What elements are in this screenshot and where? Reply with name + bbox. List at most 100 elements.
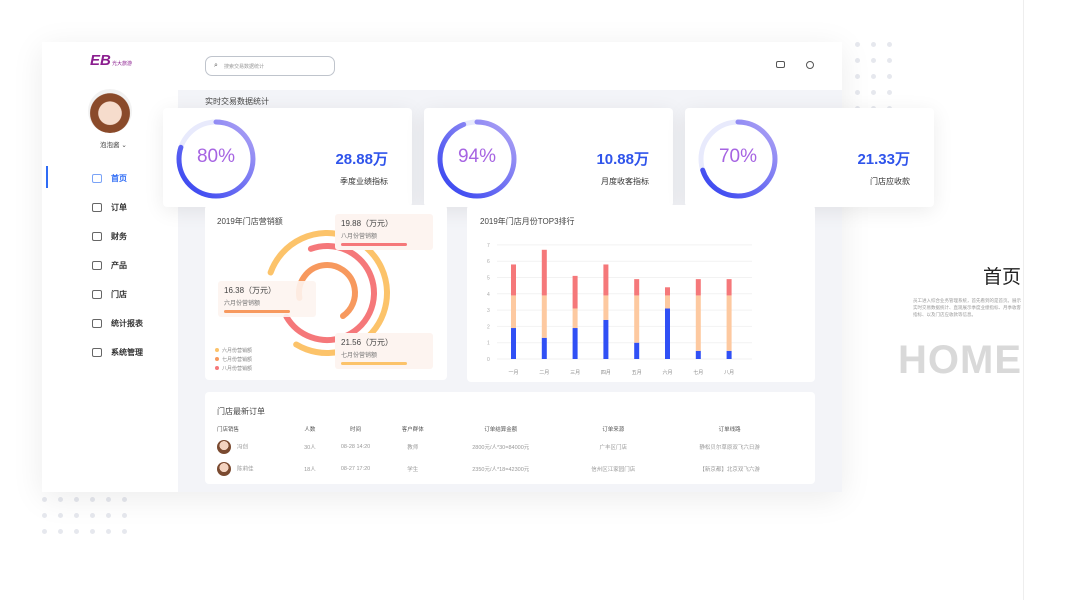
legend-label: 八月份营销额 — [222, 366, 253, 372]
stat-label: 月度收客指标 — [601, 177, 649, 186]
section-title: 实时交易数据统计 — [205, 97, 269, 106]
bar-peach — [511, 295, 516, 329]
stat-value: 10.88万 — [596, 151, 649, 168]
y-tick: 4 — [487, 292, 490, 298]
bar-peach — [541, 295, 547, 338]
active-indicator — [46, 166, 48, 188]
column-header: 订单来源 — [602, 427, 625, 433]
bar-blue — [695, 350, 701, 359]
bar-blue — [634, 342, 640, 359]
sidebar-item-label: 财务 — [111, 232, 127, 241]
table-cell: 18人 — [304, 467, 316, 473]
unit: （万元） — [361, 338, 394, 347]
sidebar-item-0[interactable]: 首页 — [92, 173, 127, 184]
bar-red — [665, 287, 670, 296]
avatar — [217, 440, 231, 454]
avatar[interactable] — [88, 89, 132, 133]
column-header: 门店销售 — [217, 427, 240, 433]
progress-arc — [698, 119, 778, 199]
table-row[interactable]: 陈莉佳 18人 08-27 17:20 学生 2350元/人*18=42300元 信州区江… — [217, 458, 797, 480]
finance-icon — [92, 232, 102, 241]
stat-percent: 80% — [196, 146, 236, 167]
legend-label: 六月份营销额 — [222, 348, 253, 354]
stat-card: 94% 10.88万月度收客指标 — [424, 108, 673, 207]
value: 19.88 — [341, 219, 362, 228]
logo: EB — [90, 52, 111, 69]
y-tick: 7 — [487, 243, 490, 249]
bar-blue — [665, 308, 670, 359]
y-tick: 2 — [487, 324, 490, 330]
user-menu[interactable]: 泡泡酱 ⌄ — [100, 139, 127, 149]
table-cell: 广丰区门店 — [599, 445, 627, 451]
y-tick: 1 — [487, 341, 490, 347]
product-icon — [92, 261, 102, 270]
x-tick: 七月 — [693, 369, 703, 376]
column-header: 客户群体 — [401, 427, 424, 433]
label: 六月份营销额 — [224, 301, 261, 307]
avatar — [217, 462, 231, 476]
sidebar-item-4[interactable]: 门店 — [92, 289, 127, 300]
x-tick: 六月 — [662, 369, 672, 376]
promo-title: 首页 — [983, 267, 1022, 288]
y-tick: 0 — [487, 357, 490, 363]
promo-desc: 员工进入综合业务管理系统，首先看到的是首页。展示实时交易数据统计、直观展示季度业… — [913, 298, 1021, 317]
sidebar-item-1[interactable]: 订单 — [92, 202, 127, 213]
column-header: 时间 — [350, 427, 362, 433]
sidebar-item-2[interactable]: 财务 — [92, 231, 127, 242]
sidebar-item-label: 门店 — [111, 290, 127, 299]
unit: （万元） — [361, 219, 394, 228]
search-icon: ⌕ — [214, 62, 218, 69]
monitor-icon — [92, 348, 102, 357]
chart-title: 2019年门店营销额 — [217, 217, 283, 226]
table-cell: 【新京都】北京双飞六游 — [699, 467, 760, 473]
bar-blue — [541, 337, 547, 359]
search-input[interactable]: ⌕ 搜索交易数据统计 — [205, 56, 335, 76]
table-row[interactable]: 冯创 30人 08-28 14:20 教师 2800元/人*30=84000元 广丰区门店… — [217, 436, 797, 458]
stat-card: 80% 28.88万 季度业绩指标 — [163, 108, 412, 207]
bar-peach — [634, 295, 640, 343]
sidebar-item-5[interactable]: 统计报表 — [92, 318, 143, 329]
table-cell: 30人 — [304, 445, 316, 451]
user-name: 泡泡酱 — [100, 142, 120, 149]
bar-peach — [726, 295, 732, 351]
sidebar-item-6[interactable]: 系统管理 — [92, 347, 143, 358]
bar-peach — [603, 295, 609, 320]
bar-peach — [572, 308, 578, 329]
order-icon — [92, 203, 102, 212]
x-tick: 四月 — [601, 370, 611, 376]
value: 16.38 — [224, 286, 245, 295]
progress-ring — [698, 119, 778, 199]
decor-dots — [42, 497, 127, 534]
legend-label: 七月份营销额 — [222, 357, 253, 363]
label: 八月份营销额 — [341, 234, 378, 240]
bar-peach — [695, 295, 701, 351]
watermark: HOME — [898, 338, 1022, 382]
x-tick: 八月 — [724, 370, 734, 376]
stat-value: 21.33万 — [857, 151, 910, 168]
bar-blue — [572, 328, 578, 359]
progress-ring — [437, 119, 517, 199]
table-cell: 2800元/人*30=84000元 — [472, 445, 530, 451]
bar-chart: 0 1 2 3 4 5 6 7 一月 二月 三月 四月 五月 六月 七月 八月 — [487, 243, 752, 376]
sidebar-item-label: 统计报表 — [111, 319, 143, 328]
legend-item: 八月份营销额 — [215, 365, 252, 372]
label: 七月份营销额 — [341, 353, 378, 359]
home-icon — [92, 174, 102, 183]
bar-red — [572, 275, 578, 309]
chart-title: 2019年门店月份TOP3排行 — [480, 217, 575, 226]
bar-red — [695, 279, 701, 296]
x-tick: 三月 — [570, 370, 580, 376]
table-cell: 08-27 17:20 — [340, 466, 371, 472]
sidebar-item-3[interactable]: 产品 — [92, 260, 127, 271]
tag-jul: 21.56（万元） 七月份营销额 — [335, 333, 433, 369]
message-icon[interactable] — [776, 61, 785, 68]
progress-arc — [437, 119, 517, 199]
sidebar-item-label: 系统管理 — [111, 348, 143, 357]
table-cell: 静松贝尔草原双飞六日游 — [699, 445, 760, 451]
table-cell: 陈莉佳 — [217, 458, 297, 480]
legend-item: 六月份营销额 — [215, 347, 252, 354]
value: 21.56 — [341, 338, 362, 347]
notification-icon[interactable] — [806, 61, 814, 69]
bar-peach — [665, 295, 670, 309]
stat-percent: 94% — [457, 146, 497, 167]
